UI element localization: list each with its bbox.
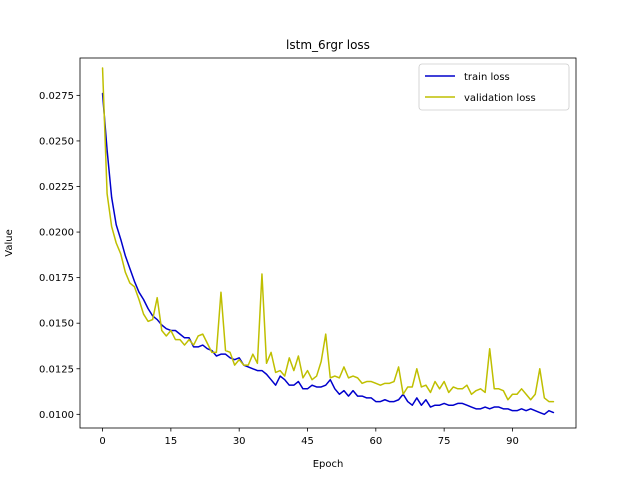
- x-axis-label: Epoch: [313, 459, 344, 470]
- x-tick-label: 75: [438, 436, 451, 447]
- x-tick-label: 30: [233, 436, 246, 447]
- y-tick-label: 0.0275: [39, 91, 74, 102]
- y-tick-label: 0.0100: [39, 410, 74, 421]
- legend-label-train-loss: train loss: [464, 72, 510, 83]
- y-axis-label: Value: [4, 229, 15, 256]
- x-tick-label: 15: [164, 436, 177, 447]
- y-tick-label: 0.0250: [39, 136, 74, 147]
- x-tick-label: 90: [506, 436, 519, 447]
- y-tick-label: 0.0125: [39, 364, 74, 375]
- x-tick-label: 0: [99, 436, 105, 447]
- y-tick-label: 0.0225: [39, 182, 74, 193]
- plot-area: [80, 58, 576, 428]
- x-tick-label: 60: [369, 436, 382, 447]
- legend-label-validation-loss: validation loss: [464, 93, 536, 104]
- y-tick-label: 0.0175: [39, 273, 74, 284]
- legend: train loss validation loss: [419, 64, 569, 110]
- x-tick-label: 45: [301, 436, 314, 447]
- chart-title: lstm_6rgr loss: [286, 38, 370, 52]
- y-tick-label: 0.0150: [39, 319, 74, 330]
- y-tick-label: 0.0200: [39, 228, 74, 239]
